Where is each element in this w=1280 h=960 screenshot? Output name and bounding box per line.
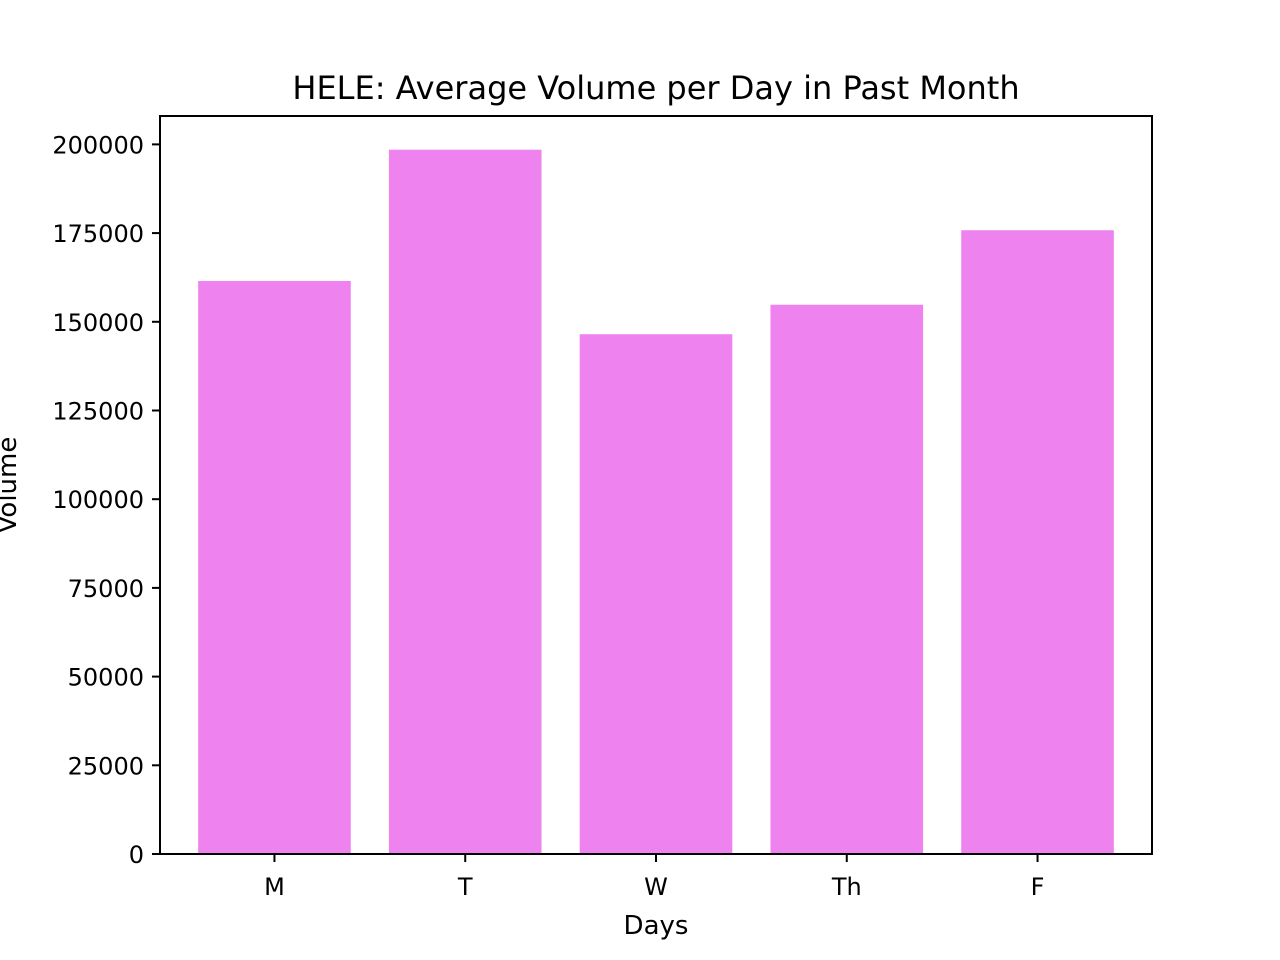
bar-m <box>198 280 351 854</box>
chart-title: HELE: Average Volume per Day in Past Mon… <box>292 69 1019 107</box>
bar-t <box>388 149 542 854</box>
x-axis-label: Days <box>624 911 689 941</box>
x-tick-label: Th <box>831 873 862 901</box>
bar-f <box>961 230 1114 855</box>
x-tick-label: M <box>264 873 285 901</box>
y-axis-ticks: 0 25000 50000 75000 100000 125000 150000 175000… <box>52 131 160 869</box>
bars-group <box>198 149 1114 855</box>
x-axis-ticks: M T W Th F <box>264 854 1044 901</box>
y-tick-label: 0 <box>129 841 144 869</box>
y-axis-label: Volume <box>0 437 23 534</box>
y-tick-label: 100000 <box>52 486 144 514</box>
y-tick-label: 175000 <box>52 220 144 248</box>
bar-w <box>579 334 733 854</box>
y-tick-label: 125000 <box>52 397 144 425</box>
y-tick-label: 75000 <box>68 575 144 603</box>
y-tick-label: 200000 <box>52 131 144 159</box>
x-tick-label: T <box>457 873 473 901</box>
y-tick-label: 50000 <box>68 664 144 692</box>
y-tick-label: 25000 <box>68 752 144 780</box>
x-tick-label: W <box>644 873 668 901</box>
bar-th <box>770 304 924 854</box>
y-tick-label: 150000 <box>52 309 144 337</box>
x-tick-label: F <box>1031 873 1045 901</box>
plot-frame <box>159 115 1153 855</box>
